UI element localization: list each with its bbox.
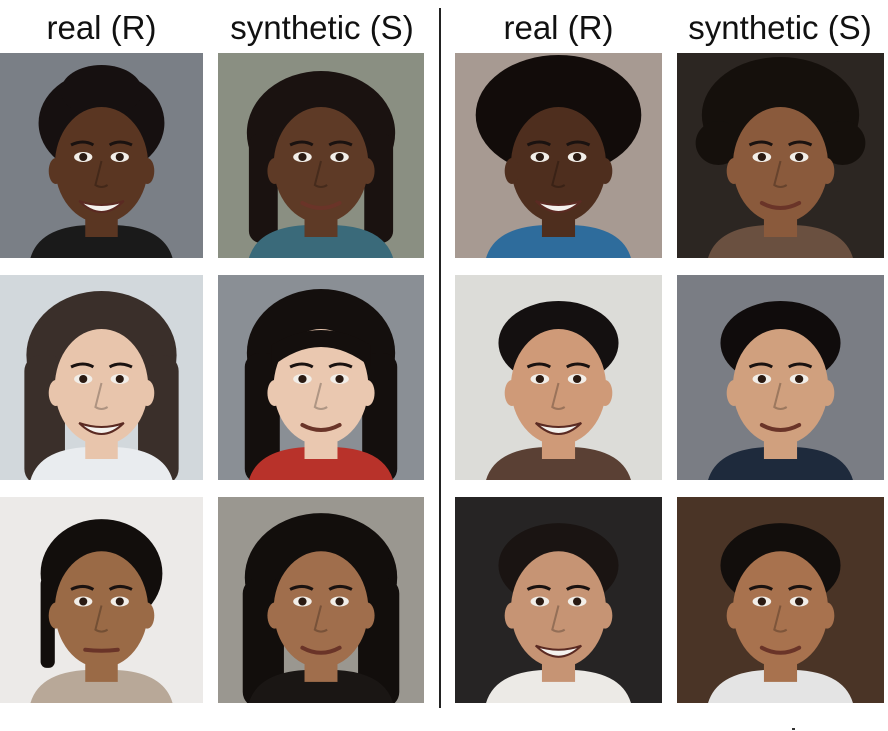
header-right-real: real (R) [455, 6, 662, 50]
photo-right-real-row2 [455, 275, 662, 480]
photo-right-real-row3 [455, 497, 662, 703]
photo-left-real-row3 [0, 497, 203, 703]
photo-right-synthetic-row1 [677, 53, 884, 258]
group-divider [439, 8, 441, 708]
header-left-synthetic: synthetic (S) [212, 6, 432, 50]
photo-left-synthetic-row3 [218, 497, 424, 703]
photo-right-real-row1 [455, 53, 662, 258]
photo-left-synthetic-row1 [218, 53, 424, 258]
photo-right-synthetic-row2 [677, 275, 884, 480]
photo-left-real-row1 [0, 53, 203, 258]
stray-mark [792, 728, 795, 730]
header-right-synthetic: synthetic (S) [672, 6, 888, 50]
header-left-real: real (R) [0, 6, 203, 50]
photo-right-synthetic-row3 [677, 497, 884, 703]
photo-left-synthetic-row2 [218, 275, 424, 480]
photo-left-real-row2 [0, 275, 203, 480]
